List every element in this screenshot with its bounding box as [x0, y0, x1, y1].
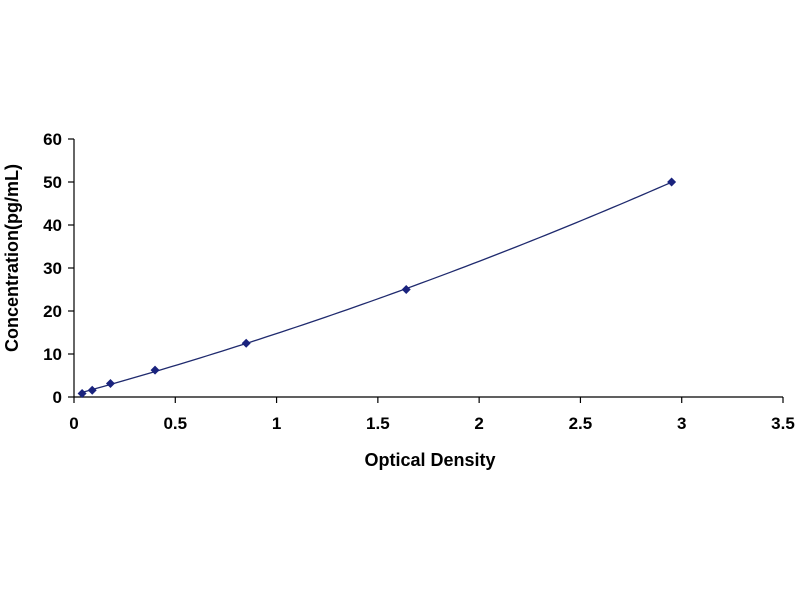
fit-curve-group — [81, 181, 672, 394]
y-tick-label: 40 — [43, 216, 62, 235]
data-point-diamond — [77, 389, 87, 399]
y-tick-label: 10 — [43, 345, 62, 364]
y-tick-label: 50 — [43, 173, 62, 192]
y-axis-title: Concentration(pg/mL) — [2, 164, 22, 352]
x-tick-label: 1 — [272, 414, 281, 433]
x-tick-label: 2 — [474, 414, 483, 433]
data-point-diamond — [401, 285, 411, 294]
y-tick-label: 0 — [53, 388, 62, 407]
x-tick-label: 3 — [677, 414, 686, 433]
data-point-diamond — [105, 379, 115, 389]
data-point-diamond — [667, 177, 677, 187]
data-point-diamond — [241, 338, 251, 348]
fit-curve-line — [81, 181, 672, 394]
axes — [73, 139, 783, 398]
ticks: 0 0.5 1 1.5 2 2.5 3 3.5 0 10 20 30 40 50 60 — [43, 130, 795, 433]
data-point-diamond — [150, 365, 160, 375]
y-tick-label: 30 — [43, 259, 62, 278]
y-tick-label: 20 — [43, 302, 62, 321]
data-point-diamond — [87, 385, 97, 395]
x-tick-label: 2.5 — [569, 414, 593, 433]
x-tick-label: 3.5 — [771, 414, 795, 433]
y-tick-label: 60 — [43, 130, 62, 149]
x-tick-label: 0 — [69, 414, 78, 433]
x-tick-label: 0.5 — [163, 414, 187, 433]
data-points — [77, 177, 677, 399]
x-tick-label: 1.5 — [366, 414, 390, 433]
x-axis-title: Optical Density — [364, 450, 495, 470]
